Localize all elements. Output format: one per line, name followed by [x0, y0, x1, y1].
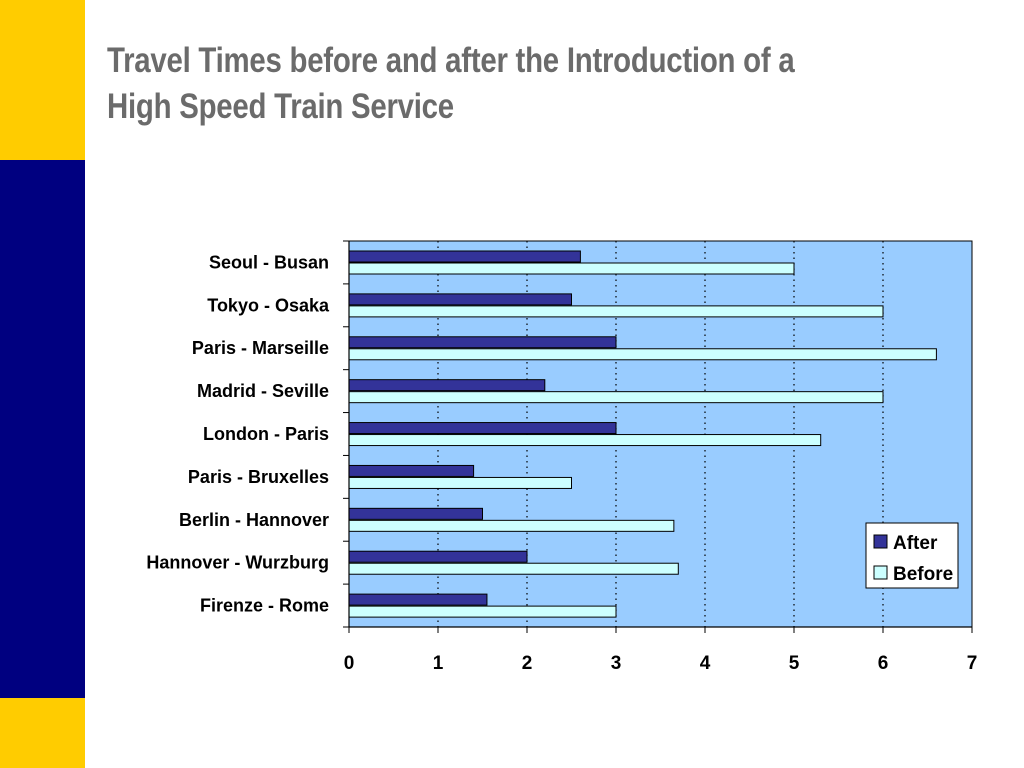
bar-before-3: [348, 391, 884, 404]
bar-before-0: [348, 262, 795, 275]
x-tick-label: 3: [611, 653, 622, 674]
decor-band-yellow-top: [0, 0, 85, 160]
bar-after-1: [348, 293, 572, 306]
bar-before-6: [348, 519, 675, 532]
x-tick-label: 6: [878, 653, 889, 674]
category-label: Madrid - Seville: [197, 381, 329, 401]
category-label: London - Paris: [203, 424, 329, 444]
category-label: Paris - Marseille: [192, 338, 329, 358]
x-tick-label: 7: [967, 653, 978, 674]
bar-before-8: [348, 605, 617, 618]
slide-title: Travel Times before and after the Introd…: [107, 41, 795, 126]
bar-after-7: [348, 550, 528, 563]
x-tick-label: 2: [522, 653, 533, 674]
bar-after-8: [348, 593, 488, 606]
decor-band-navy: [0, 160, 85, 698]
bar-before-5: [348, 476, 572, 489]
bar-before-7: [348, 562, 679, 575]
bar-before-2: [348, 348, 937, 361]
x-tick-label: 5: [789, 653, 800, 674]
decor-band-yellow-bottom: [0, 698, 85, 768]
legend-swatch-before: [873, 565, 888, 580]
category-label: Firenze - Rome: [200, 596, 329, 616]
x-tick-label: 1: [433, 653, 444, 674]
legend-label-after: After: [893, 533, 938, 554]
category-label: Tokyo - Osaka: [207, 295, 330, 315]
bar-after-5: [348, 464, 475, 477]
x-tick-label: 4: [700, 653, 711, 674]
category-label: Berlin - Hannover: [179, 510, 329, 530]
x-tick-label: 0: [344, 653, 355, 674]
bar-before-4: [348, 434, 822, 447]
legend-label-before: Before: [893, 564, 953, 585]
category-label: Seoul - Busan: [209, 252, 329, 272]
bar-after-3: [348, 379, 546, 392]
bar-before-1: [348, 305, 884, 318]
category-label: Paris - Bruxelles: [188, 467, 329, 487]
bar-after-2: [348, 336, 617, 349]
bar-after-6: [348, 507, 483, 520]
legend-swatch-after: [873, 534, 888, 549]
bar-after-0: [348, 250, 581, 263]
bar-after-4: [348, 422, 617, 435]
category-label: Hannover - Wurzburg: [146, 553, 329, 573]
